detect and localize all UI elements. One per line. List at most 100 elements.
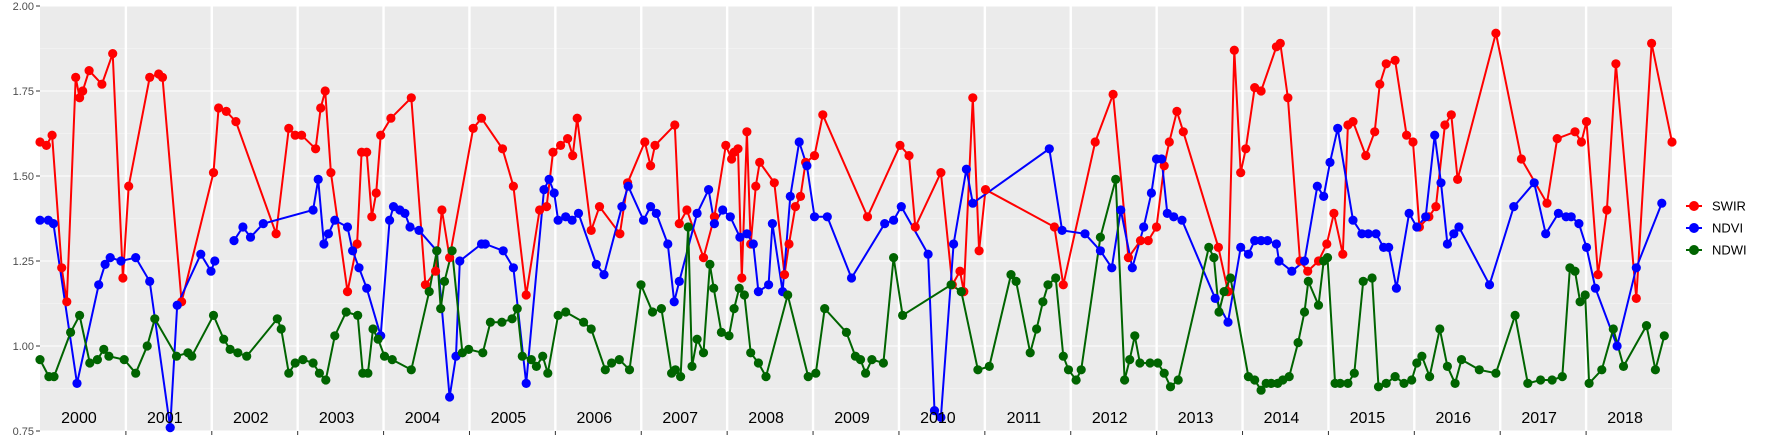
data-point-ndwi (607, 358, 617, 368)
data-point-ndvi (1250, 236, 1260, 246)
data-point-swir (1241, 144, 1251, 154)
data-point-ndvi (1256, 236, 1266, 246)
data-point-ndvi (1287, 266, 1297, 276)
legend: SWIR NDVI NDWI (1686, 199, 1747, 258)
data-point-ndvi (1274, 256, 1284, 266)
data-point-swir (157, 72, 168, 82)
data-point-ndwi (1650, 365, 1660, 375)
data-point-ndvi (923, 249, 933, 259)
data-point-ndwi (1209, 253, 1219, 263)
data-point-swir (326, 168, 336, 178)
data-point-swir (733, 144, 743, 154)
data-point-swir (563, 134, 573, 144)
data-point-ndvi (1391, 283, 1401, 293)
data-point-ndwi (1608, 324, 1618, 334)
data-point-ndvi (638, 215, 649, 225)
data-point-ndwi (1373, 382, 1384, 392)
data-point-swir (936, 168, 946, 178)
data-point-swir (742, 127, 752, 137)
series-points (35, 28, 1677, 433)
data-point-swir (568, 151, 578, 161)
data-point-ndvi (362, 283, 372, 293)
data-point-ndvi (354, 263, 364, 273)
data-point-swir (1611, 59, 1621, 69)
data-point-ndwi (676, 372, 686, 382)
data-point-ndwi (1313, 300, 1324, 310)
data-point-ndvi (646, 202, 656, 212)
data-point-ndvi (1590, 283, 1600, 293)
legend-label-ndwi: NDWI (1712, 243, 1747, 258)
data-point-swir (556, 140, 566, 150)
data-point-ndwi (1450, 378, 1460, 388)
data-point-swir (437, 205, 447, 215)
data-point-swir (1570, 127, 1580, 137)
data-point-swir (1058, 280, 1068, 290)
data-point-ndwi (1358, 276, 1368, 286)
data-point-ndwi (729, 304, 739, 314)
data-point-swir (297, 130, 307, 140)
data-point-ndwi (956, 287, 966, 297)
data-point-ndwi (867, 355, 877, 365)
data-point-swir (1236, 168, 1246, 178)
data-point-ndvi (1449, 229, 1459, 239)
year-label: 2006 (577, 410, 613, 427)
data-point-ndvi (319, 239, 329, 249)
data-point-ndvi (1442, 239, 1452, 249)
data-point-ndwi (716, 327, 727, 337)
data-point-ndwi (436, 304, 446, 314)
data-point-ndwi (1435, 324, 1445, 334)
data-point-ndvi (1127, 263, 1137, 273)
data-point-ndvi (748, 239, 758, 249)
data-point-swir (1381, 59, 1391, 69)
data-point-ndwi (1580, 290, 1590, 300)
data-point-swir (145, 72, 155, 82)
data-point-ndwi (131, 368, 141, 378)
data-point-ndvi (210, 256, 220, 266)
data-point-ndwi (753, 358, 764, 368)
data-point-ndwi (614, 355, 624, 365)
data-point-ndvi (544, 174, 554, 184)
data-point-ndwi (984, 361, 994, 371)
data-point-ndvi (936, 412, 946, 422)
data-point-ndwi (1575, 297, 1585, 307)
data-point-swir (1453, 174, 1463, 184)
data-point-ndvi (116, 256, 126, 266)
data-point-ndwi (656, 304, 667, 314)
data-point-ndwi (1293, 338, 1303, 348)
data-point-ndwi (1284, 372, 1294, 382)
data-point-ndwi (1442, 361, 1452, 371)
data-point-ndvi (48, 219, 59, 229)
y-axis: 0.75 1.00 1.25 1.50 1.75 2.00 (13, 1, 40, 438)
data-point-ndvi (785, 191, 795, 201)
data-point-ndwi (284, 368, 294, 378)
data-point-ndvi (880, 219, 890, 229)
data-point-ndwi (1145, 358, 1155, 368)
data-point-ndwi (35, 355, 45, 365)
data-point-ndwi (242, 351, 252, 361)
data-point-ndvi (1157, 154, 1167, 164)
data-point-ndvi (1333, 123, 1343, 133)
data-point-swir (62, 297, 72, 307)
data-point-ndvi (1177, 215, 1187, 225)
data-point-swir (1229, 45, 1239, 55)
data-point-ndvi (455, 256, 465, 266)
y-tick-label: 2.00 (13, 1, 34, 13)
data-point-swir (784, 239, 794, 249)
data-point-swir (1408, 137, 1418, 147)
data-point-swir (124, 181, 134, 191)
data-point-ndwi (1135, 358, 1145, 368)
data-point-ndwi (624, 365, 635, 375)
data-point-ndwi (1303, 276, 1313, 286)
data-point-swir (572, 113, 582, 123)
data-point-ndwi (1536, 375, 1546, 385)
data-point-ndvi (549, 188, 559, 198)
year-label: 2004 (405, 410, 441, 427)
data-point-ndvi (1566, 212, 1576, 222)
data-point-ndvi (1348, 215, 1358, 225)
data-point-ndwi (363, 368, 373, 378)
data-point-ndvi (206, 266, 216, 276)
data-point-ndvi (1384, 242, 1394, 252)
data-point-ndvi (1299, 256, 1310, 266)
data-point-ndwi (219, 334, 229, 344)
